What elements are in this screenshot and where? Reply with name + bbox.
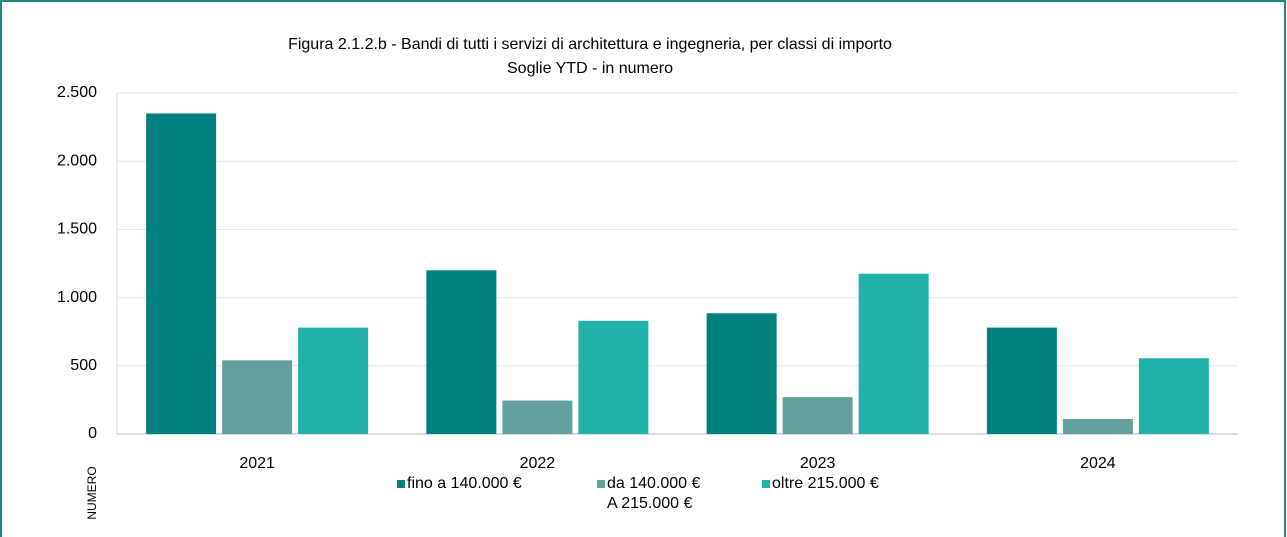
x-tick-label: 2022 [520, 455, 556, 472]
bar [1138, 358, 1209, 434]
bar [1062, 418, 1133, 434]
bar [858, 273, 929, 434]
y-tick-label: 1.500 [57, 221, 97, 238]
x-tick-label: 2024 [1080, 455, 1116, 472]
y-tick-label: 500 [70, 357, 97, 374]
legend-label: fino a 140.000 € [407, 475, 522, 492]
x-tick-label: 2023 [800, 455, 836, 472]
bar [706, 313, 777, 434]
legend-label: da 140.000 € A 215.000 € [607, 475, 701, 512]
bar [578, 320, 649, 434]
legend-swatch [597, 480, 605, 488]
bar [222, 360, 293, 434]
bar [502, 400, 573, 434]
chart-subtitle: Soglie YTD - in numero [507, 60, 673, 77]
chart-title: Figura 2.1.2.b - Bandi di tutti i serviz… [288, 36, 892, 53]
legend-swatch [397, 480, 405, 488]
bar [782, 397, 853, 434]
y-tick-label: 2.000 [57, 152, 97, 169]
bar [298, 327, 369, 434]
y-tick-label: 2.500 [57, 84, 97, 101]
y-axis-label: NUMERO [85, 466, 99, 519]
bar [426, 270, 497, 434]
bar [146, 113, 217, 435]
legend-swatch [762, 480, 770, 488]
bar [986, 327, 1057, 434]
y-tick-label: 0 [88, 425, 97, 442]
y-tick-label: 1.000 [57, 289, 97, 306]
x-tick-label: 2021 [239, 455, 275, 472]
legend-label: oltre 215.000 € [772, 475, 879, 492]
